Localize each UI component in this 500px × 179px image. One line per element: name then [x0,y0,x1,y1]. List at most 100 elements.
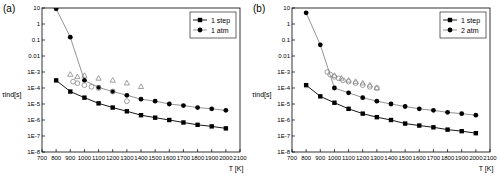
square-marker [474,131,478,135]
x-tick [169,149,170,152]
x-tick [211,149,212,152]
triangle-marker [68,72,73,77]
y-tick [42,56,45,57]
y-tick-label: 1E-5 [277,101,290,107]
x-axis-label: T [K] [479,165,494,173]
y-tick-label: 1E-6 [27,117,40,123]
x-tick [112,149,113,152]
open-circle-marker [110,89,115,94]
square-marker [375,115,379,119]
x-tick-label: 700 [287,155,298,161]
y-tick [42,24,45,25]
x-tick [240,149,241,152]
y-tick [42,152,45,153]
y-axis-label: τind[s] [252,91,272,99]
panel-title: (b) [253,3,265,14]
x-tick [155,149,156,152]
circle-marker [54,8,59,11]
y-tick [42,72,45,73]
figure: (a)7008009001000110012001300140015001600… [0,0,500,179]
x-tick [292,149,293,152]
x-tick [391,149,392,152]
chart-panel: (a)7008009001000110012001300140015001600… [2,3,247,173]
legend-label: 1 step [211,17,230,25]
circle-marker [360,95,365,100]
circle-marker [167,102,172,107]
panel-title: (a) [3,3,15,14]
y-tick [292,40,295,41]
x-tick-label: 2100 [483,155,497,161]
y-tick [292,120,295,121]
x-tick-label: 1900 [205,155,219,161]
x-tick-label: 1000 [78,155,92,161]
x-tick-label: 800 [301,155,312,161]
square-marker [445,127,449,131]
square-marker [153,115,157,119]
x-tick [320,149,321,152]
x-tick [433,149,434,152]
y-tick-label: 0.1 [32,37,41,43]
x-tick [475,149,476,152]
x-tick [334,149,335,152]
y-tick-label: 1E-4 [277,85,290,91]
square-marker [431,125,435,129]
square-marker [111,105,115,109]
legend-marker [448,18,452,22]
y-tick-label: 1E-4 [27,85,40,91]
triangle-marker [374,85,379,90]
open-circle-marker [346,79,351,84]
legend-marker [198,18,202,22]
x-tick-label: 1300 [120,155,134,161]
circle-marker [473,113,478,118]
square-marker [125,109,129,113]
plot-frame [292,8,490,152]
legend: 1 step2 atm [440,12,486,38]
circle-marker [209,106,214,111]
legend-box [190,12,236,38]
y-tick [292,56,295,57]
circle-marker [318,42,323,47]
y-tick-label: 1E-3 [277,69,290,75]
x-tick-label: 1900 [455,155,469,161]
triangle-marker [82,73,87,78]
triangle-marker [124,80,129,85]
y-tick [42,104,45,105]
chart-panel: (b)7008009001000110012001300140015001600… [252,3,497,173]
x-tick-label: 1000 [328,155,342,161]
x-tick [419,149,420,152]
x-tick-label: 700 [37,155,48,161]
series-line [306,13,476,115]
square-marker [96,101,100,105]
circle-marker [417,106,422,111]
x-tick-label: 1600 [163,155,177,161]
x-tick [362,149,363,152]
legend-label: 1 step [461,17,480,25]
series-line [56,80,226,128]
circle-marker [110,89,115,94]
square-marker [181,120,185,124]
circle-marker [139,97,144,102]
y-tick-label: 1E-8 [27,149,40,155]
legend-label: 1 atm [211,27,229,34]
square-marker [332,101,336,105]
y-tick-label: 1E-7 [277,133,290,139]
x-tick-label: 1100 [342,155,356,161]
y-tick-label: 1 [37,21,41,27]
circle-marker [82,78,87,83]
triangle-marker [110,78,115,83]
x-tick [447,149,448,152]
x-tick-label: 1500 [398,155,412,161]
circle-marker [304,10,309,15]
open-circle-marker [75,81,80,86]
square-marker [210,124,214,128]
circle-marker [223,108,228,113]
open-circle-marker [124,99,129,104]
circle-marker [195,105,200,110]
square-marker [403,121,407,125]
circle-marker [431,108,436,113]
y-tick [42,8,45,9]
x-tick-label: 900 [315,155,326,161]
x-tick [490,149,491,152]
y-tick [42,40,45,41]
y-tick [292,104,295,105]
